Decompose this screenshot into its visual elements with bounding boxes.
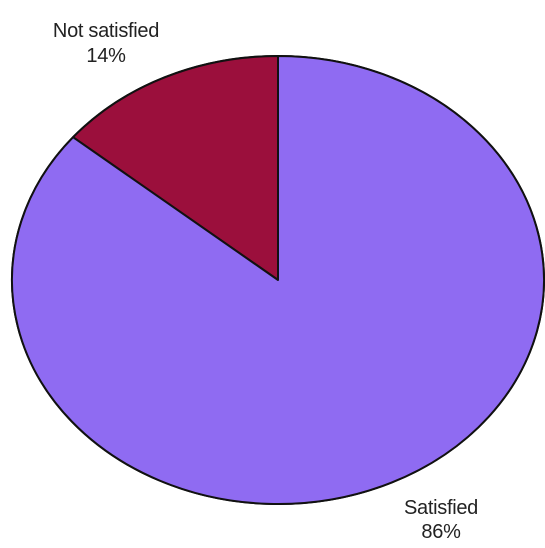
slice-label-not-satisfied: Not satisfied xyxy=(53,20,159,42)
slice-label-satisfied: Satisfied xyxy=(404,497,478,519)
pie-slice-not-satisfied xyxy=(72,55,279,281)
slice-value-satisfied: 86% xyxy=(421,521,461,543)
pie-slice-satisfied xyxy=(11,55,545,505)
pie-slices xyxy=(11,55,545,505)
slice-value-not-satisfied: 14% xyxy=(86,45,126,67)
